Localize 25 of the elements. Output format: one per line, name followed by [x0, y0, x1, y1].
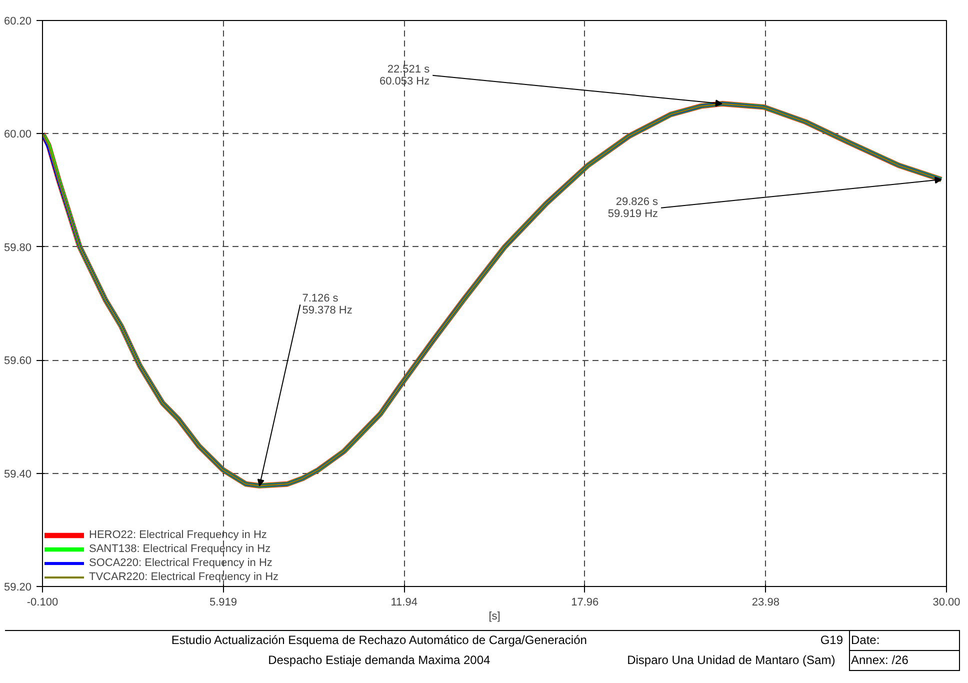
y-tick-label: 59.40	[4, 468, 32, 480]
x-tick-label: 11.94	[390, 596, 418, 608]
legend-label: HERO22: Electrical Frequency in Hz	[89, 528, 267, 542]
x-tick-label: 30.00	[932, 596, 960, 608]
x-tick-label: 23.98	[752, 596, 780, 608]
y-tick-label: 60.00	[4, 128, 32, 141]
text: Estudio Actualización Esquema de Rechazo Automático de Carga/Generación	[145, 630, 614, 651]
text: Disparo Una Unidad de Mantaro (Sam)	[626, 652, 836, 670]
x-tick-label: -0.100	[26, 596, 58, 608]
legend-label: SANT138: Electrical Frequency in Hz	[89, 542, 271, 556]
text: G19	[613, 630, 850, 651]
annotation: 29.826 s 59.919 Hz	[608, 196, 659, 220]
y-tick-label: 59.60	[4, 355, 32, 368]
legend-label: TVCAR220: Electrical Frequency in Hz	[89, 570, 279, 584]
annotation: 7.126 s 59.378 Hz	[302, 292, 352, 317]
y-tick-label: 59.80	[4, 242, 32, 254]
x-tick-label: 5.919	[210, 596, 238, 608]
text: Date:	[850, 630, 960, 651]
text: Annex: /26	[850, 650, 960, 671]
y-tick-label: 60.20	[4, 16, 32, 28]
x-tick-label: 17.96	[571, 596, 599, 608]
annotation: 22.521 s 60.053 Hz	[379, 63, 430, 88]
y-tick-label: 59.20	[4, 582, 32, 594]
x-axis-title: [s]	[488, 610, 500, 622]
text: Despacho Estiaje demanda Maxima 2004	[267, 652, 492, 670]
